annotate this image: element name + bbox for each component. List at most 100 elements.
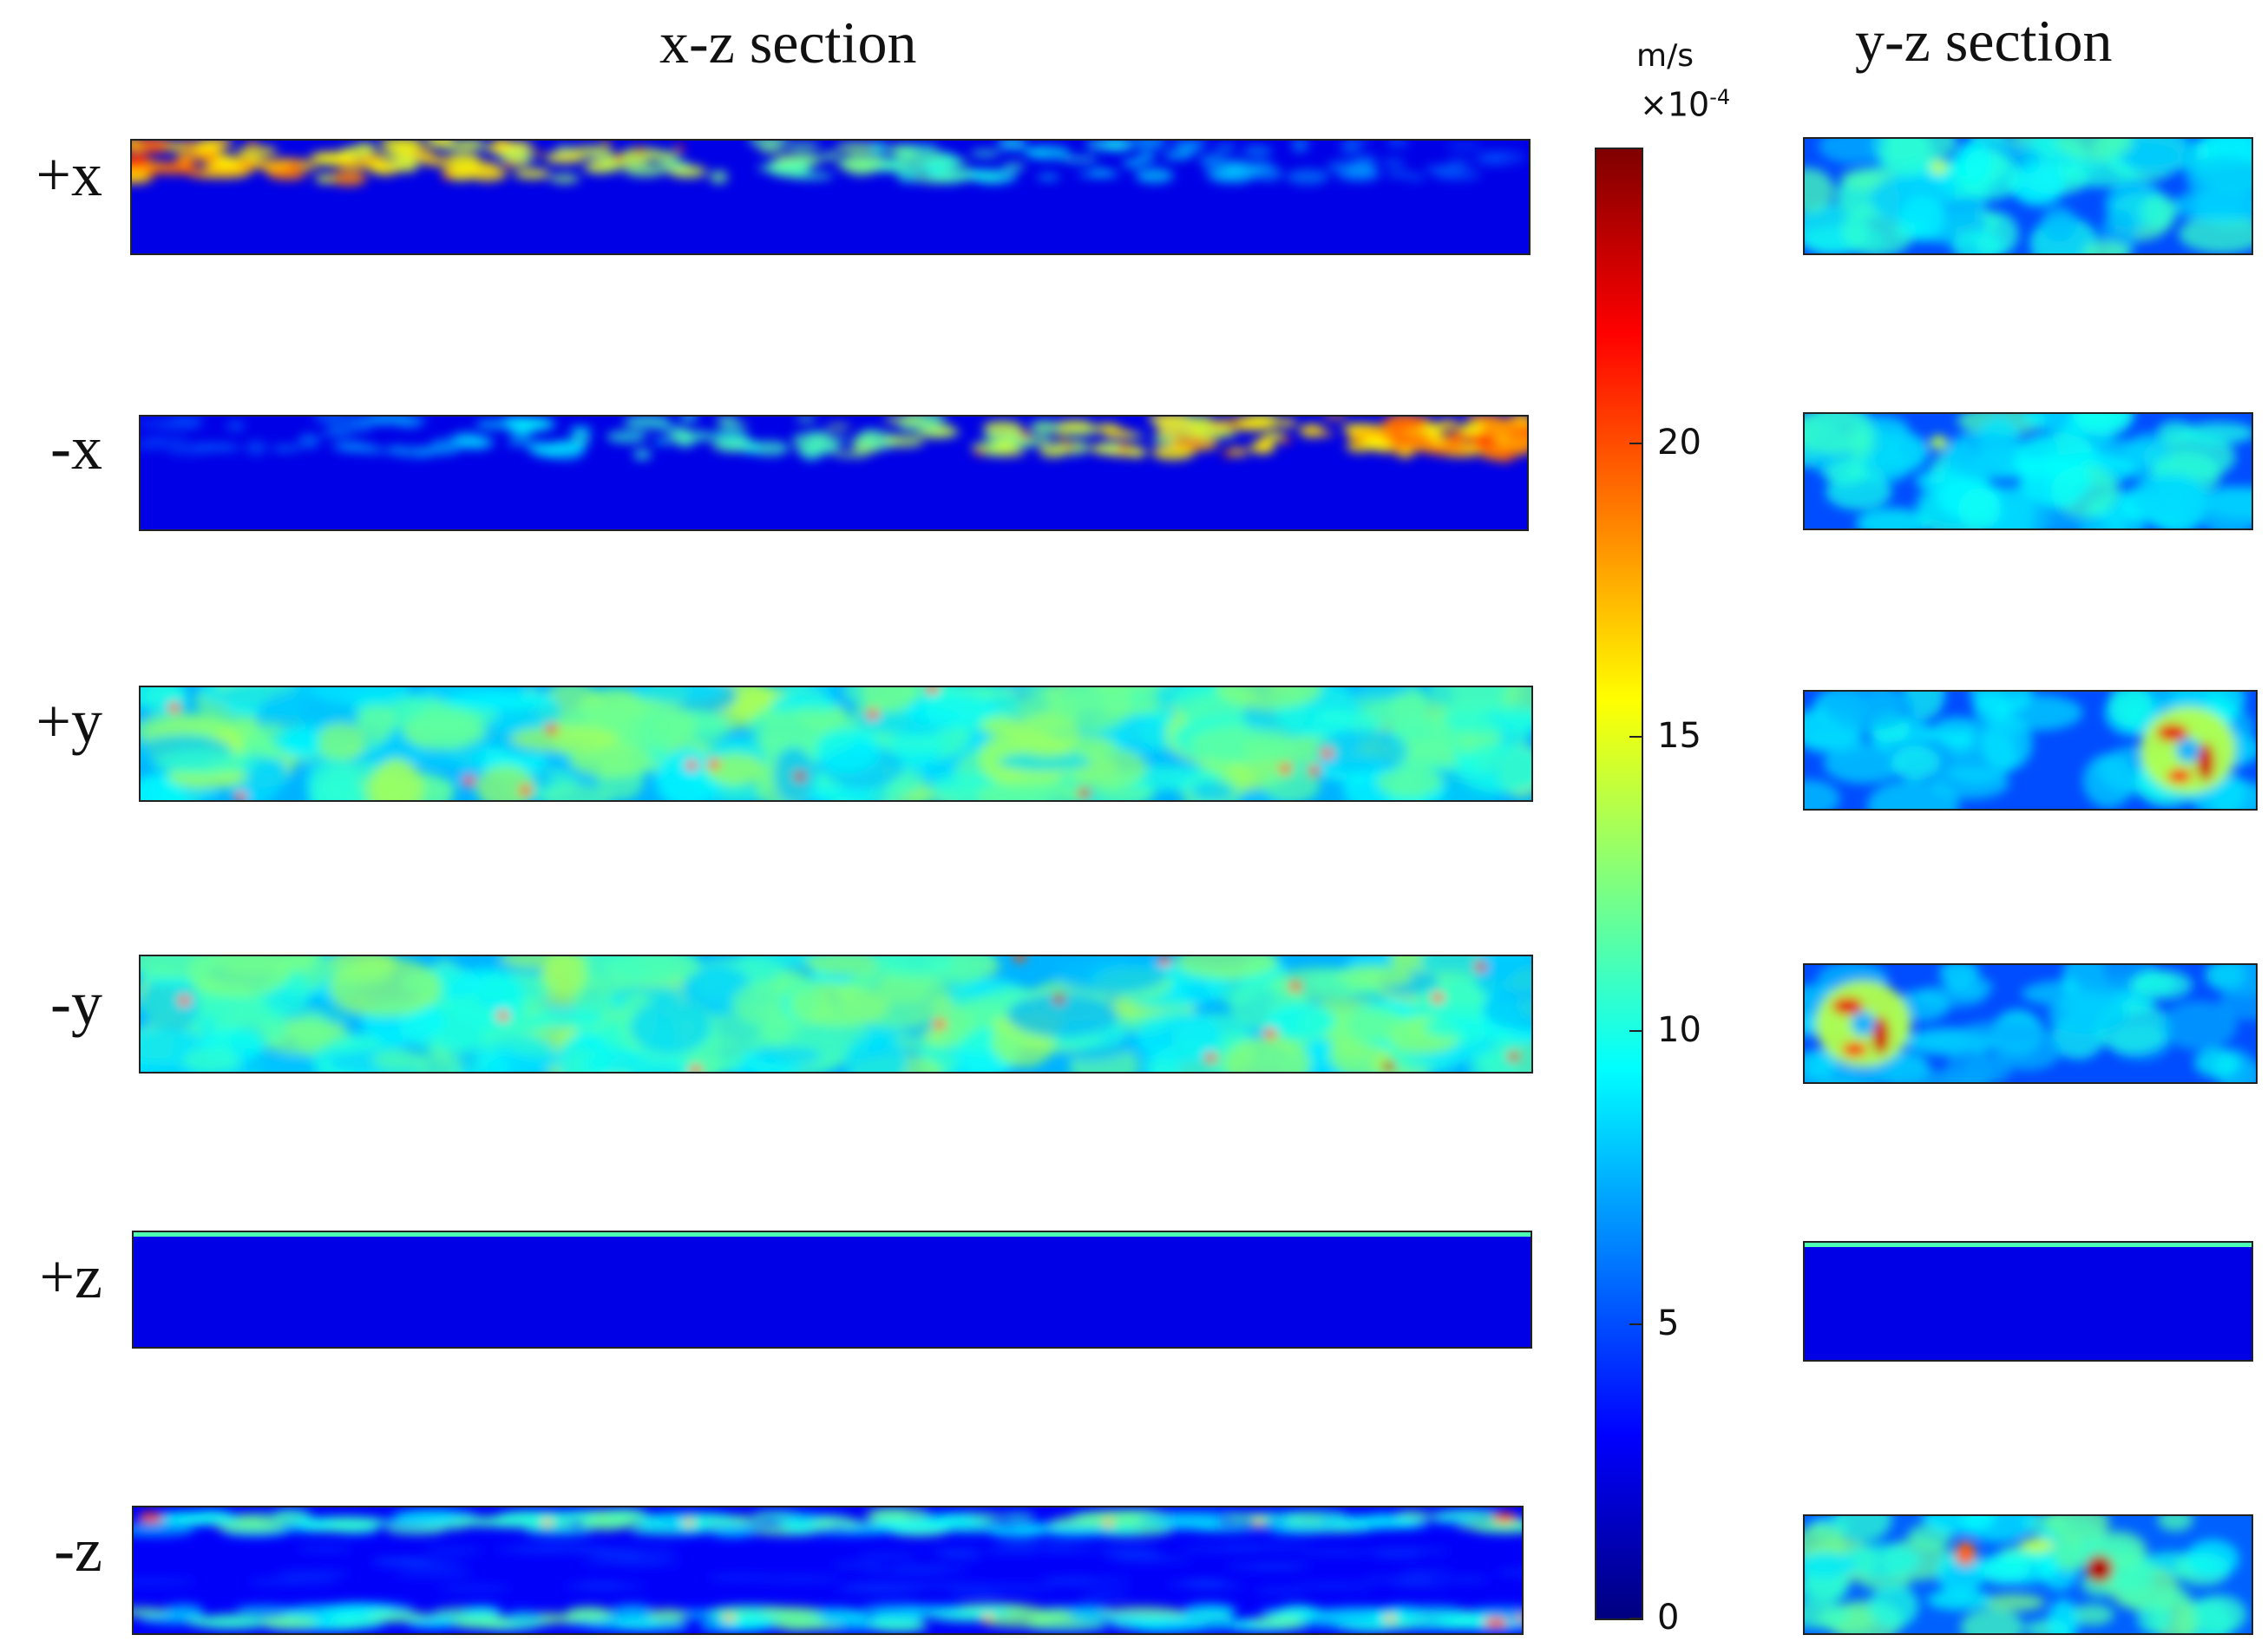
field-blob <box>1322 417 1348 420</box>
field-blob <box>1222 1512 1275 1523</box>
field-blob <box>689 1065 702 1072</box>
field-blob <box>821 152 841 161</box>
field-blob <box>868 1619 923 1632</box>
field-blob <box>751 440 790 456</box>
row-label-plus-x: +x <box>36 140 102 209</box>
field-blob <box>1289 981 1302 992</box>
field-blob <box>833 451 871 458</box>
field-blob <box>319 430 353 437</box>
field-blob <box>2055 139 2134 161</box>
field-blob <box>707 758 720 770</box>
field-blob <box>1960 1020 2050 1043</box>
field-blob <box>1516 1613 1522 1623</box>
field-blob <box>496 1010 509 1021</box>
field-blob <box>1043 1525 1106 1537</box>
field-blob <box>908 1583 987 1589</box>
field-blob <box>1291 141 1309 153</box>
field-blob <box>1386 141 1409 148</box>
field-blob <box>384 417 429 423</box>
field-blob <box>242 161 252 169</box>
field-blob <box>555 146 574 153</box>
field-blob <box>711 430 749 443</box>
field-blob <box>1052 994 1065 1005</box>
field-blob <box>184 1047 240 1072</box>
field-background <box>134 1232 1531 1347</box>
field-blob <box>385 445 408 456</box>
field-blob <box>1445 143 1483 150</box>
colorbar-tick-label: 0 <box>1657 1598 1680 1638</box>
field-blob <box>757 145 783 154</box>
field-blob <box>1475 959 1531 1003</box>
field-blob <box>134 1607 169 1617</box>
field-blob <box>1980 1551 2059 1585</box>
field-blob <box>309 758 359 800</box>
field-blob <box>1376 767 1443 798</box>
field-blob <box>1148 417 1190 423</box>
field-blob <box>334 158 372 169</box>
field-blob <box>836 1587 921 1593</box>
field-blob <box>601 141 611 146</box>
field-blob <box>773 746 814 800</box>
colorbar-tick-mark <box>1629 1618 1642 1619</box>
field-blob <box>571 146 613 154</box>
field-blob <box>544 151 586 164</box>
field-blob <box>1255 1587 1304 1593</box>
field-blob <box>885 1522 954 1532</box>
field-blob <box>1137 1513 1221 1525</box>
field-blob <box>1102 141 1136 152</box>
field-blob <box>1025 146 1072 160</box>
field-blob <box>1221 159 1249 173</box>
field-blob <box>707 1574 772 1580</box>
field-blob <box>1891 745 1940 781</box>
field-blob <box>861 687 919 712</box>
field-blob <box>210 956 318 975</box>
field-blob <box>281 729 321 758</box>
field-blob <box>1013 956 1026 962</box>
field-blob <box>507 425 530 437</box>
field-blob <box>1382 417 1429 431</box>
field-blob <box>1868 1584 1919 1628</box>
field-blob <box>1222 1544 1311 1550</box>
field-blob <box>623 417 672 430</box>
field-blob <box>1111 1556 1193 1562</box>
field-blob <box>998 752 1091 771</box>
field-blob <box>2160 1001 2238 1051</box>
field-blob <box>623 164 666 177</box>
field-blob <box>2167 769 2192 784</box>
field-blob <box>1495 1569 1522 1575</box>
yz-panel-minus-z <box>1803 1514 2253 1635</box>
field-blob <box>534 1008 605 1028</box>
field-blob <box>1229 420 1238 428</box>
field-blob <box>1805 1050 1838 1077</box>
field-blob <box>763 162 810 169</box>
field-blob <box>1474 152 1509 167</box>
field-blob <box>606 956 700 984</box>
field-blob <box>2041 206 2077 242</box>
field-blob <box>1832 997 1864 1015</box>
field-blob <box>334 1617 379 1628</box>
field-blob <box>652 438 673 445</box>
field-blob <box>261 1616 318 1629</box>
field-blob <box>282 1578 338 1584</box>
field-blob <box>506 439 534 446</box>
field-blob <box>294 1517 336 1528</box>
field-blob <box>1315 730 1408 774</box>
field-blob <box>1281 437 1291 444</box>
colorbar-tick-mark <box>1629 736 1642 739</box>
field-blob <box>658 747 718 800</box>
field-blob <box>717 422 749 430</box>
field-blob <box>329 171 367 186</box>
field-blob <box>141 956 223 979</box>
field-blob <box>2192 1594 2247 1633</box>
field-blob <box>1468 1606 1522 1618</box>
field-blob <box>1930 717 1984 745</box>
field-blob <box>1433 167 1481 181</box>
field-blob <box>791 154 823 167</box>
field-blob <box>810 1526 892 1536</box>
field-blob <box>1191 780 1235 800</box>
field-blob <box>184 152 211 159</box>
field-blob <box>1029 420 1060 435</box>
row-label-minus-y: -y <box>50 968 102 1038</box>
field-blob <box>214 1520 284 1532</box>
field-blob <box>635 146 645 154</box>
